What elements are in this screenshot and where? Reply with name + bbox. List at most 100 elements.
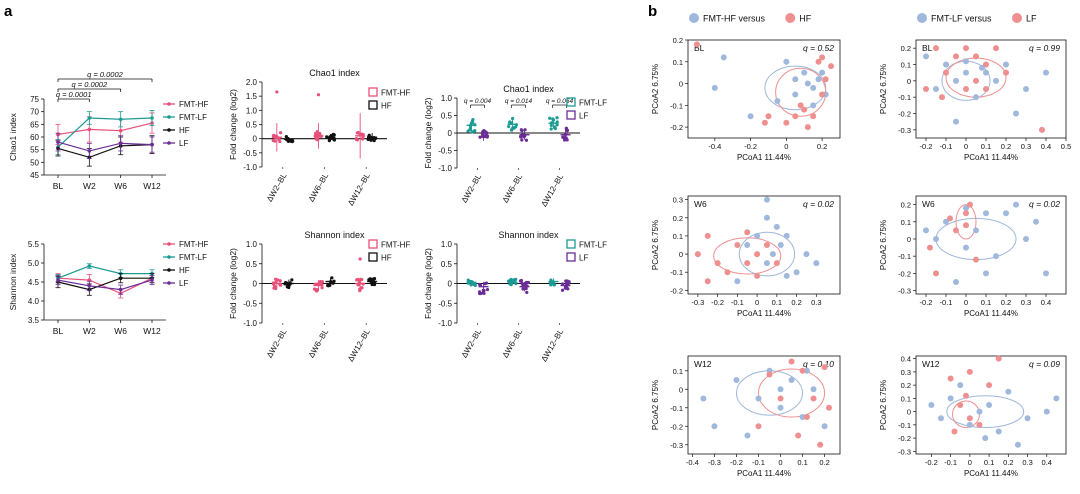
pcoa-hf-bl-plot-xtick-label: 0 [784, 142, 788, 151]
pcoa-lf-w12-plot-point-group1 [928, 402, 935, 408]
pcoa-lf-bl-plot-point-group1 [993, 77, 999, 84]
pcoa-lf-w6-plot-ellipse [955, 204, 977, 240]
chao1-fc-lf-chart-q-label: q = 0.064 [546, 98, 574, 105]
shannon-fc-lf-chart-data-point [519, 278, 524, 283]
shannon-time-chart-series-line [57, 277, 152, 291]
pcoa-hf-w12-plot-ytick-label: -0.3 [670, 441, 683, 450]
pcoa-lf-w6-plot-point-group1 [953, 278, 959, 285]
pcoa-hf-bl-plot-legend-dot-group1 [689, 13, 699, 23]
pcoa-hf-w6-plot-point-group1 [763, 196, 770, 203]
chao1-time-chart-legend-dot [167, 115, 171, 119]
pcoa-lf-w12-plot-point-group1 [995, 428, 1002, 435]
shannon-time-chart-ytick-label: 5.0 [28, 259, 40, 268]
pcoa-hf-w6-plot-xlabel: PCoA1 11.44% [737, 309, 791, 318]
pcoa-hf-bl-plot-point-group1 [804, 80, 811, 87]
pcoa-lf-w12-plot-point-group2 [995, 355, 1002, 362]
pcoa-lf-bl-plot-ytick-label: 0.1 [901, 61, 911, 70]
chao1-fc-hf-chart-ytick-label: 0.5 [246, 121, 258, 130]
pcoa-lf-w12-plot-xtick-label: 0 [968, 458, 972, 467]
pcoa-lf-bl-plot-legend-label-group2: LF [1026, 14, 1037, 24]
pcoa-hf-bl-plot-ellipse [764, 65, 827, 111]
pcoa-hf-bl-plot-point-group1 [774, 97, 781, 104]
pcoa-hf-w6-plot-point-group2 [714, 260, 721, 267]
pcoa-hf-bl-plot-xtick-label: 0.2 [817, 142, 827, 151]
chao1-time-chart-series-line [57, 122, 153, 136]
pcoa-lf-w6-plot-ytick-label: 0.2 [901, 201, 911, 210]
shannon-fc-lf-chart-data-point [565, 285, 569, 289]
chao1-time-chart-xtick-label: W2 [83, 181, 96, 191]
pcoa-lf-w6-plot-xlabel: PCoA1 11.44% [964, 309, 1018, 318]
pcoa-lf-w12-plot-point-group2 [976, 421, 983, 428]
pcoa-hf-w6-plot-point-group2 [744, 260, 751, 267]
pcoa-lf-w12-plot-ytick-label: -0.3 [898, 447, 911, 456]
pcoa-lf-bl-plot-point-group2 [1003, 69, 1009, 76]
shannon-fc-hf-chart-data-point [355, 278, 359, 282]
pcoa-hf-w6-plot-point-group1 [763, 260, 770, 267]
shannon-fc-lf-chart-xtick-label: ΔW2–BL [460, 327, 484, 359]
pcoa-hf-bl-plot-point-group2 [783, 119, 790, 126]
pcoa-hf-w12-plot-frame [687, 355, 841, 455]
pcoa-hf-w6-plot-point-group2 [694, 251, 701, 258]
pcoa-lf-bl-plot-point-group2 [983, 86, 989, 92]
pcoa-lf-bl-plot-point-group2 [953, 53, 959, 60]
pcoa-lf-w12-plot-point-group1 [1024, 415, 1031, 422]
shannon-fc-lf-chart-ytick-label: 0.5 [441, 260, 453, 269]
pcoa-lf-w12-plot-frame [915, 355, 1067, 455]
pcoa-hf-w12-plot-point-group2 [817, 441, 824, 448]
pcoa-hf-w12-plot-point-group1 [799, 414, 806, 421]
chao1-fc-lf-chart-data-point [471, 118, 475, 122]
shannon-fc-hf-chart-data-point [320, 286, 324, 290]
chao1-fc-lf-chart-data-point [549, 123, 553, 127]
pcoa-lf-w6-plot-ytick-label: 0 [907, 235, 911, 244]
pcoa-hf-w6-plot-point-group2 [763, 242, 770, 248]
shannon-time-chart-series-line [57, 277, 153, 295]
chao1-fc-lf-chart-data-point [562, 135, 566, 139]
pcoa-lf-w12-plot-ytick-label: -0.1 [898, 421, 911, 430]
shannon-fc-lf-chart-xtick-label: ΔW12–BL [539, 327, 565, 363]
chao1-fc-lf-chart-data-point [548, 116, 552, 120]
pcoa-lf-bl-plot-xlabel: PCoA1 11.44% [964, 153, 1018, 162]
chao1-fc-hf-chart-ylabel: Fold change (log2) [228, 89, 238, 160]
pcoa-lf-w6-plot-ytick-label: -0.1 [898, 252, 911, 261]
shannon-time-chart-legend-dot [167, 242, 171, 246]
pcoa-lf-w12-plot-xtick-label: 0.1 [984, 458, 994, 467]
panel-label-b: b [648, 3, 657, 20]
chao1-fc-lf-chart-legend-label: LF [579, 112, 588, 121]
shannon-time-chart-legend-dot [167, 268, 171, 272]
pcoa-hf-w6-plot-point-group1 [773, 223, 780, 230]
chao1-time-chart-ytick-label: 65 [30, 120, 39, 129]
pcoa-hf-w6-plot-ytick-label: 0.3 [673, 196, 683, 205]
chao1-time-chart-ytick-label: 50 [30, 158, 39, 167]
pcoa-hf-w12-plot-point-group1 [788, 377, 795, 384]
chao1-fc-hf-chart-data-point [361, 136, 365, 140]
pcoa-lf-bl-plot-point-group1 [1043, 69, 1049, 76]
chao1-fc-lf-chart-ytick-label: -0.5 [438, 147, 452, 156]
pcoa-lf-w12-plot-xtick-label: -0.2 [925, 458, 938, 467]
pcoa-hf-w6-plot-point-group1 [783, 232, 790, 239]
shannon-fc-lf-chart-ytick-label: 0 [448, 280, 453, 289]
chao1-time-chart-xtick-label: W6 [114, 181, 127, 191]
pcoa-lf-w6-plot-point-group1 [993, 253, 999, 260]
pcoa-hf-w12-plot-point-group1 [744, 432, 751, 439]
chao1-time-chart-ytick-label: 60 [30, 133, 39, 142]
shannon-time-chart-ylabel: Shannon index [8, 253, 18, 310]
chao1-fc-lf-chart-legend-swatch [566, 97, 576, 107]
pcoa-lf-w12-plot-ytick-label: 0 [907, 408, 911, 417]
chao1-fc-lf-chart-data-point [519, 128, 523, 132]
pcoa-lf-w12-plot-point-group1 [1053, 395, 1060, 402]
shannon-fc-lf-chart-data-point [471, 282, 475, 286]
chao1-fc-lf-chart-data-point [523, 128, 527, 132]
pcoa-lf-bl-plot-xtick-label: 0.2 [1001, 142, 1011, 151]
chao1-fc-hf-chart-xtick-label: ΔW2–BL [265, 171, 289, 203]
chao1-fc-lf-chart-data-point [470, 130, 474, 134]
pcoa-lf-w12-plot-point-group1 [986, 402, 993, 408]
shannon-fc-lf-chart-legend-swatch [566, 252, 576, 262]
pcoa-hf-bl-plot-point-group1 [792, 76, 799, 83]
pcoa-lf-bl-plot-ytick-label: 0.2 [901, 44, 911, 53]
chao1-time-chart-legend-dot [167, 128, 171, 132]
chao1-fc-lf-chart-data-point [468, 128, 472, 132]
pcoa-hf-w6-plot-point-group1 [793, 269, 800, 276]
chao1-fc-hf-chart-xtick-label: ΔW6–BL [307, 171, 331, 203]
pcoa-lf-w6-plot-point-group1 [1003, 210, 1009, 217]
pcoa-lf-bl-plot-point-group2 [923, 86, 929, 92]
